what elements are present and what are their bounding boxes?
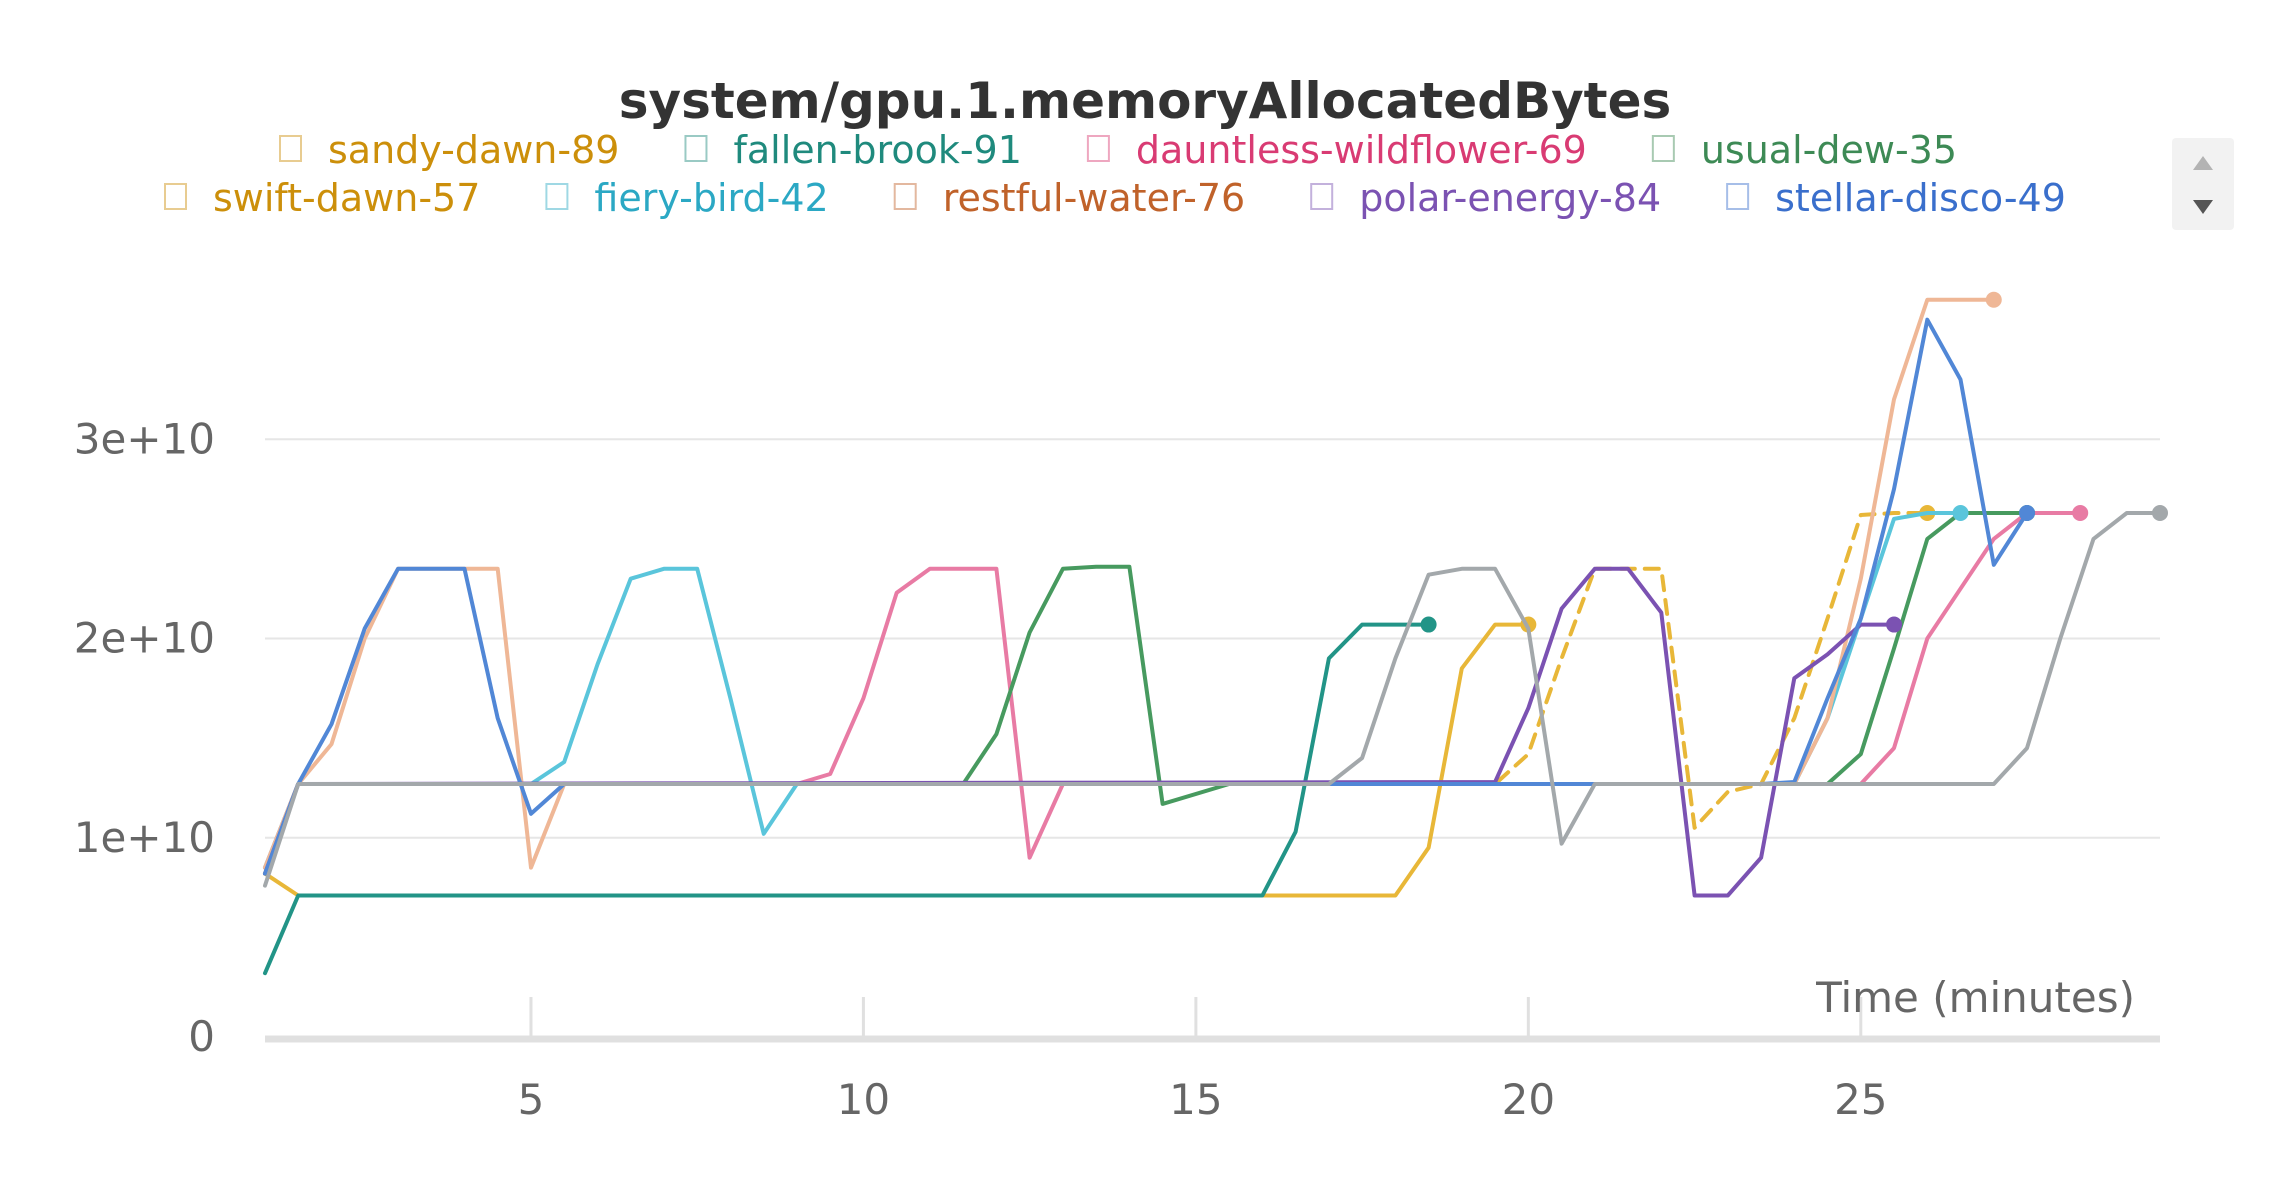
series-end-marker bbox=[1886, 616, 1903, 633]
series-end-marker bbox=[1985, 291, 2002, 308]
legend-label: polar-energy-84 bbox=[1359, 176, 1661, 220]
legend-item[interactable]: polar-energy-84 bbox=[1310, 176, 1661, 220]
x-axis-label: Time (minutes) bbox=[1815, 973, 2135, 1022]
chart-title: system/gpu.1.memoryAllocatedBytes bbox=[619, 72, 1672, 130]
legend-swatch-icon bbox=[1310, 183, 1334, 210]
series-line-unnamed[interactable] bbox=[263, 511, 2162, 888]
x-tick-label: 25 bbox=[1834, 1075, 1887, 1124]
series-end-marker bbox=[2072, 504, 2089, 521]
legend-item[interactable]: restful-water-76 bbox=[893, 176, 1246, 220]
x-tick-label: 20 bbox=[1502, 1075, 1555, 1124]
legend-swatch-icon bbox=[1086, 135, 1110, 162]
series-line-dauntless-wildflower-69[interactable] bbox=[263, 511, 2083, 870]
x-tick-label: 10 bbox=[837, 1075, 890, 1124]
series-line-fiery-bird-42[interactable] bbox=[263, 511, 1963, 870]
triangle-up-icon[interactable] bbox=[2193, 156, 2213, 170]
legend-item[interactable]: sandy-dawn-89 bbox=[279, 128, 619, 172]
legend-swatch-icon bbox=[1651, 135, 1675, 162]
series-line-polar-energy-84[interactable] bbox=[263, 566, 1896, 898]
legend-swatch-icon bbox=[684, 135, 708, 162]
legend-label: swift-dawn-57 bbox=[213, 176, 480, 220]
legend-label: stellar-disco-49 bbox=[1775, 176, 2066, 220]
y-tick-label: 2e+10 bbox=[74, 614, 215, 663]
legend-swatch-icon bbox=[893, 183, 917, 210]
y-tick-label: 1e+10 bbox=[74, 813, 215, 862]
legend-label: fallen-brook-91 bbox=[733, 128, 1021, 172]
legend-swatch-icon bbox=[164, 183, 187, 210]
legend-swatch-icon bbox=[279, 135, 302, 162]
legend-item[interactable]: swift-dawn-57 bbox=[164, 176, 480, 220]
axes: 0 1e+10 2e+10 3e+10 5 10 15 20 25 bbox=[74, 414, 2160, 1124]
y-tick-label: 0 bbox=[188, 1012, 215, 1061]
series-line-swift-dawn-57[interactable] bbox=[263, 511, 1930, 876]
y-tick-label: 3e+10 bbox=[74, 414, 215, 463]
legend-scroll-background bbox=[2172, 138, 2234, 230]
legend-label: usual-dew-35 bbox=[1701, 128, 1957, 172]
x-tick-label: 5 bbox=[518, 1075, 545, 1124]
series-line-sandy-dawn-89[interactable] bbox=[263, 622, 1531, 898]
legend-item[interactable]: fiery-bird-42 bbox=[545, 176, 829, 220]
series-line-restful-water-76[interactable] bbox=[263, 297, 1996, 870]
legend-label: dauntless-wildflower-69 bbox=[1136, 128, 1587, 172]
series-end-marker bbox=[2019, 504, 2036, 521]
legend-label: fiery-bird-42 bbox=[594, 176, 828, 220]
series-line-stellar-disco-49[interactable] bbox=[263, 317, 2029, 876]
legend-swatch-icon bbox=[1726, 183, 1750, 210]
legend: sandy-dawn-89 fallen-brook-91 dauntless-wi… bbox=[164, 128, 2066, 220]
series-end-marker bbox=[1420, 616, 1437, 633]
series-line-usual-dew-35[interactable] bbox=[263, 511, 2029, 876]
series-end-marker bbox=[1952, 504, 1969, 521]
series-end-marker bbox=[2152, 504, 2168, 521]
legend-swatch-icon bbox=[545, 183, 569, 210]
legend-item[interactable]: usual-dew-35 bbox=[1651, 128, 1957, 172]
x-tick-label: 15 bbox=[1169, 1075, 1222, 1124]
legend-item[interactable]: stellar-disco-49 bbox=[1726, 176, 2066, 220]
legend-label: restful-water-76 bbox=[943, 176, 1246, 220]
triangle-down-icon[interactable] bbox=[2193, 200, 2213, 214]
legend-label: sandy-dawn-89 bbox=[328, 128, 619, 172]
series-lines bbox=[263, 291, 2168, 976]
legend-item[interactable]: dauntless-wildflower-69 bbox=[1086, 128, 1587, 172]
series-line-fallen-brook-91[interactable] bbox=[263, 622, 1431, 976]
legend-item[interactable]: fallen-brook-91 bbox=[684, 128, 1022, 172]
legend-scroll-control[interactable] bbox=[2172, 138, 2234, 230]
